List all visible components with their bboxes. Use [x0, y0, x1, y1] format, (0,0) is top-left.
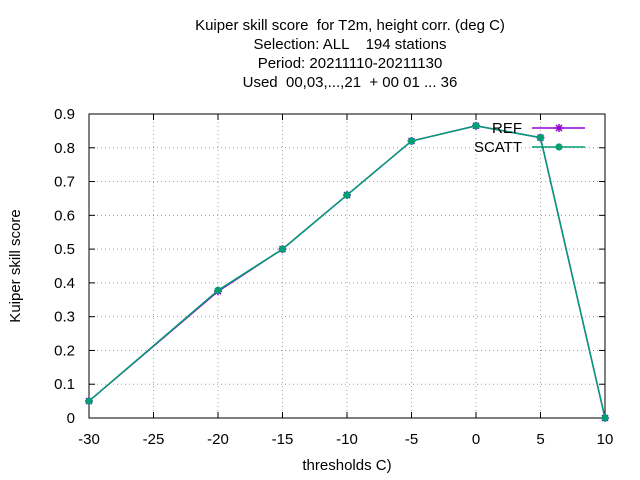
y-tick-label: 0.1 [54, 376, 75, 393]
x-tick-label: -25 [143, 431, 165, 448]
title-line-3: Period: 20211110-20211130 [257, 55, 443, 72]
x-tick-label: -20 [207, 431, 229, 448]
x-tick-label: -5 [405, 431, 418, 448]
y-tick-label: 0.9 [54, 106, 75, 123]
title-line-1: Kuiper skill score for T2m, height corr.… [195, 17, 505, 34]
data-point-scatt [343, 191, 351, 199]
grid-lines [89, 114, 605, 418]
x-tick-label: 5 [536, 431, 544, 448]
legend: REF SCATT [474, 120, 585, 156]
data-point-scatt [85, 397, 93, 405]
title-line-2: Selection: ALL 194 stations [253, 36, 447, 53]
y-tick-label: 0 [67, 410, 75, 427]
data-point-scatt [472, 122, 480, 130]
y-tick-label: 0.3 [54, 309, 75, 326]
x-tick-label: -30 [78, 431, 100, 448]
data-point-scatt [214, 286, 222, 294]
y-tick-label: 0.6 [54, 207, 75, 224]
data-point-scatt [407, 137, 416, 145]
chart-title: Kuiper skill score for T2m, height corr.… [0, 16, 640, 92]
legend-marker-scatt [555, 143, 563, 151]
data-point-scatt [278, 245, 287, 253]
x-tick-label: -15 [272, 431, 294, 448]
axis-ticks: -30 -25 -20 -15 -10 -5 0 5 10 0 0.1 0.2 0.3 0.4 0.5 0.6… [54, 106, 613, 448]
y-tick-label: 0.4 [54, 275, 75, 292]
x-axis-label: thresholds C) [302, 457, 391, 474]
legend-marker-ref-d2 [555, 124, 563, 132]
x-tick-label: 0 [472, 431, 480, 448]
series-scatt [85, 122, 609, 422]
y-axis-label: Kuiper skill score [7, 209, 24, 322]
title-line-4: Used 00,03,...,21 + 00 01 ... 36 [242, 74, 458, 91]
x-tick-label: 10 [597, 431, 614, 448]
series-layer [85, 121, 609, 422]
legend-label-scatt: SCATT [474, 139, 522, 156]
y-tick-label: 0.5 [54, 241, 75, 258]
series-line-scatt [88, 125, 606, 419]
legend-label-ref: REF [492, 120, 522, 137]
y-tick-label: 0.7 [54, 174, 75, 191]
x-tick-label: -10 [336, 431, 358, 448]
data-point-scatt [601, 414, 609, 422]
y-tick-label: 0.8 [54, 140, 75, 157]
y-tick-label: 0.2 [54, 342, 75, 359]
data-point-scatt [536, 134, 545, 142]
